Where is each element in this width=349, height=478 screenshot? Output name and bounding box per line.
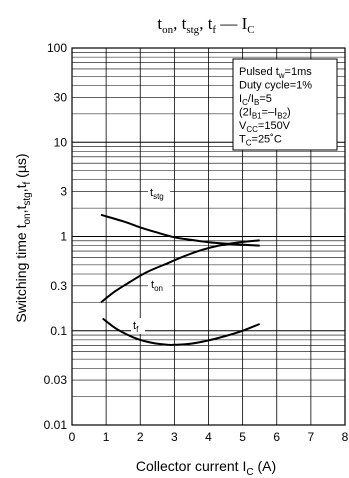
series-label-ton: ton bbox=[151, 279, 163, 293]
chart-series bbox=[100, 213, 261, 346]
series-line-ton bbox=[100, 239, 260, 304]
y-tick-label: 0.03 bbox=[44, 373, 68, 387]
x-tick-label: 1 bbox=[103, 430, 110, 444]
y-tick-label: 0.01 bbox=[44, 418, 68, 432]
condition-line: VCC=150V bbox=[239, 120, 291, 134]
chart-title: ton, tstg, tf — IC bbox=[157, 14, 254, 36]
plot-frame bbox=[71, 47, 346, 426]
condition-line: Pulsed tw=1ms bbox=[239, 66, 312, 80]
y-tick-label: 3 bbox=[60, 185, 67, 199]
condition-line: TC=25˚C bbox=[239, 134, 282, 148]
tstg-label-bg bbox=[148, 186, 170, 202]
y-axis-label: Switching time ton,tstg,tf (µs) bbox=[13, 153, 33, 322]
x-axis-label: Collector current IC (A) bbox=[136, 458, 276, 478]
series-label-tf: tf bbox=[133, 320, 139, 334]
y-tick-label: 0.3 bbox=[50, 279, 67, 293]
x-tick-label: 4 bbox=[205, 430, 212, 444]
condition-line: Duty cycle=1% bbox=[239, 80, 312, 92]
x-tick-label: 5 bbox=[239, 430, 246, 444]
x-tick-label: 2 bbox=[137, 430, 144, 444]
y-tick-label: 1 bbox=[60, 230, 67, 244]
series-line-tstg bbox=[100, 213, 260, 247]
y-tick-labels: 100 30 10 3 1 0.3 0.1 0.03 0.01 bbox=[44, 41, 68, 432]
x-tick-labels: 0 1 2 3 4 5 6 7 8 bbox=[69, 430, 349, 444]
x-tick-label: 3 bbox=[171, 430, 178, 444]
y-tick-label: 100 bbox=[47, 41, 67, 55]
series-line-tf bbox=[102, 317, 261, 346]
y-tick-label: 0.1 bbox=[50, 324, 67, 338]
x-tick-label: 8 bbox=[342, 430, 349, 444]
y-tick-label: 10 bbox=[54, 135, 68, 149]
y-tick-label: 30 bbox=[54, 90, 68, 104]
x-tick-label: 7 bbox=[308, 430, 315, 444]
series-label-tstg: tstg bbox=[150, 187, 164, 201]
conditions-box-frame bbox=[232, 58, 338, 151]
condition-line: IC/IB=5 bbox=[239, 93, 272, 107]
condition-line: (2IB1=–IB2) bbox=[239, 107, 291, 121]
x-tick-label: 6 bbox=[273, 430, 280, 444]
x-tick-label: 0 bbox=[69, 430, 76, 444]
ton-label-bg bbox=[148, 277, 172, 294]
chart-grid bbox=[71, 47, 346, 426]
tf-label-bg bbox=[131, 318, 145, 334]
